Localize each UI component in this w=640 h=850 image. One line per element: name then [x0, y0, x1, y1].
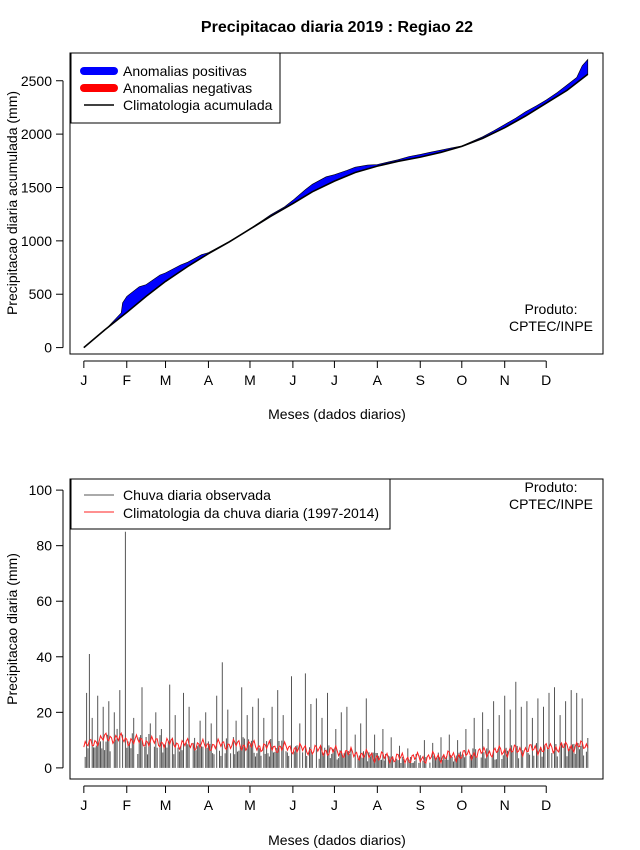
plot-frame: [69, 52, 604, 355]
bottom-y-tick-label: 0: [44, 760, 52, 776]
producer-name: CPTEC/INPE: [509, 318, 593, 334]
bottom-x-tick-label: J: [331, 797, 338, 813]
climatology-daily-line: [83, 731, 589, 765]
climatology-accumulated-line: [83, 73, 589, 349]
top-y-tick-label: 2500: [21, 73, 52, 89]
bottom-y-tick-label: 20: [36, 704, 52, 720]
legend-label-negative: Anomalias negativas: [123, 80, 252, 96]
bottom-x-tick-label: O: [456, 797, 467, 813]
bottom-x-tick-label: J: [80, 797, 87, 813]
top-y-tick-label: 1500: [21, 179, 52, 195]
observed-daily-bars: [84, 531, 589, 768]
top-x-tick-label: D: [541, 372, 551, 388]
bottom-x-tick-label: J: [289, 797, 296, 813]
producer-name-bottom: CPTEC/INPE: [509, 496, 593, 512]
y-axis-label: Precipitacao diaria acumulada (mm): [4, 91, 20, 315]
top-y-tick-label: 2000: [21, 126, 52, 142]
top-x-tick-label: J: [289, 372, 296, 388]
daily-chart: 0 20 40 60 80 100 J F M A M J J A S O N D Precipitacao d…: [4, 478, 604, 848]
bottom-x-tick-label: D: [541, 797, 551, 813]
legend-label-climatology-daily: Climatologia da chuva diaria (1997-2014): [123, 505, 379, 521]
top-x-tick-label: J: [331, 372, 338, 388]
chart-title: Precipitacao diaria 2019 : Regiao 22: [201, 19, 473, 36]
bottom-x-tick-label: F: [122, 797, 131, 813]
legend-label-climatology: Climatologia acumulada: [123, 97, 273, 113]
bottom-x-tick-label: A: [373, 797, 383, 813]
producer-label: Produto:: [525, 301, 578, 317]
top-x-tick-label: A: [204, 372, 214, 388]
bottom-x-tick-label: A: [204, 797, 214, 813]
producer-label-bottom: Produto:: [525, 479, 578, 495]
top-x-tick-label: A: [373, 372, 383, 388]
x-axis-label: Meses (dados diarios): [268, 406, 406, 422]
bottom-x-tick-label: N: [500, 797, 510, 813]
bottom-x-tick-label: M: [244, 797, 256, 813]
top-y-tick-label: 0: [44, 340, 52, 356]
bottom-x-tick-label: S: [416, 797, 425, 813]
top-x-tick-label: F: [122, 372, 131, 388]
bottom-y-tick-label: 100: [29, 482, 53, 498]
top-y-tick-label: 500: [29, 286, 53, 302]
bottom-x-tick-label: M: [160, 797, 172, 813]
top-x-tick-label: S: [416, 372, 425, 388]
top-x-tick-label: O: [456, 372, 467, 388]
legend-label-positive: Anomalias positivas: [123, 63, 247, 79]
top-y-tick-label: 1000: [21, 233, 52, 249]
top-x-tick-label: M: [244, 372, 256, 388]
legend: Anomalias positivas Anomalias negativas …: [70, 52, 281, 124]
top-x-tick-label: J: [80, 372, 87, 388]
legend-box-bottom: [70, 478, 391, 530]
x-axis-label-bottom: Meses (dados diarios): [268, 832, 406, 848]
bottom-y-tick-label: 40: [36, 649, 52, 665]
legend-label-observed: Chuva diaria observada: [123, 487, 271, 503]
bottom-y-tick-label: 60: [36, 593, 52, 609]
bottom-y-tick-label: 80: [36, 538, 52, 554]
accumulated-chart: Precipitacao diaria 2019 : Regiao 22 0 50…: [4, 19, 604, 422]
legend-bottom: Chuva diaria observada Climatologia da c…: [70, 478, 391, 530]
y-axis-label-bottom: Precipitacao diaria (mm): [4, 553, 20, 705]
top-x-tick-label: N: [500, 372, 510, 388]
top-x-tick-label: M: [160, 372, 172, 388]
